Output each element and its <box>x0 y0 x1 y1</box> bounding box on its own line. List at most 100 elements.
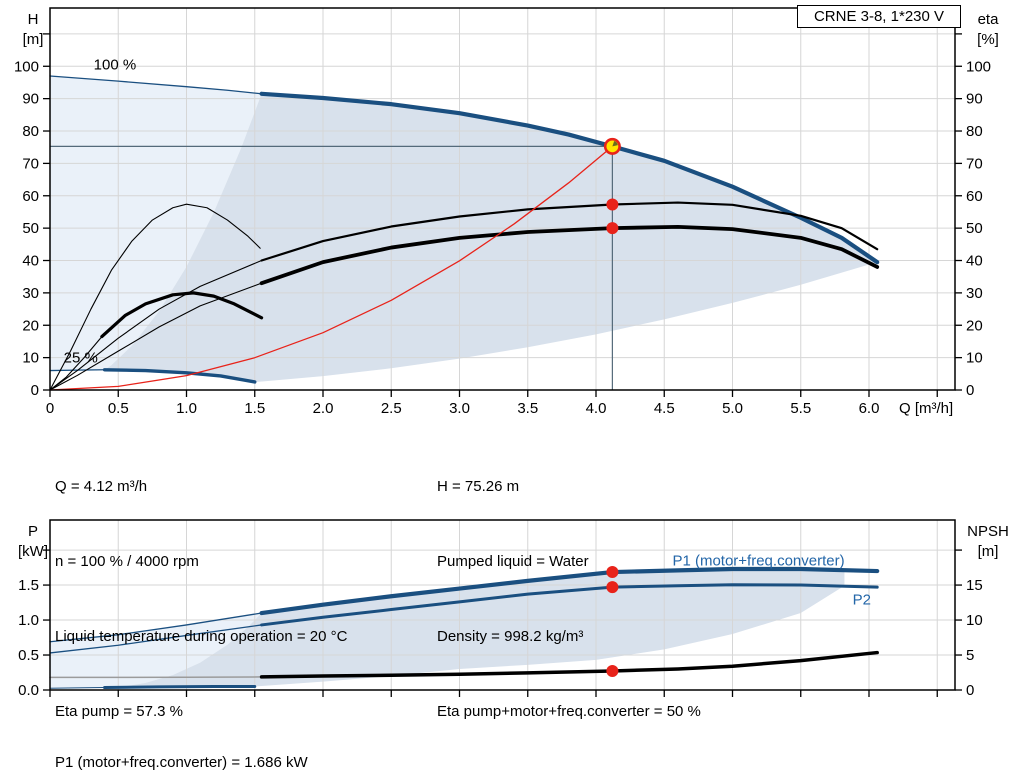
y-left-tick-label: 1.5 <box>18 577 39 594</box>
y-right-tick-label: 60 <box>966 188 983 205</box>
y-right-tick-label: 20 <box>966 317 983 334</box>
y-right-axis-label: eta <box>978 11 1000 28</box>
p1-curve-label: P1 (motor+freq.converter) <box>672 552 844 569</box>
eta-total-min-speed-lead-curve <box>49 336 103 391</box>
y-left-tick-label: 0.0 <box>18 682 39 699</box>
y-right-tick-label: 50 <box>966 220 983 237</box>
p-min-speed-lead-curve <box>49 687 106 689</box>
info-line-eta-pump: Eta pump = 57.3 % <box>55 703 183 720</box>
x-tick-label: 3.0 <box>449 400 470 417</box>
x-axis-title: Q [m³/h] <box>899 400 953 417</box>
x-tick-label: 1.5 <box>244 400 265 417</box>
y-right-tick-label: 5 <box>966 647 974 664</box>
y-left-tick-label: 90 <box>22 91 39 108</box>
y-left-tick-label: 1.0 <box>18 612 39 629</box>
y-left-axis-label: [kW] <box>18 543 48 560</box>
y-left-tick-label: 10 <box>22 350 39 367</box>
p2-curve <box>260 583 879 627</box>
info-line-p1: P1 (motor+freq.converter) = 1.686 kW <box>55 754 308 771</box>
y-left-tick-label: 100 <box>14 58 39 75</box>
y-right-tick-label: 90 <box>966 91 983 108</box>
x-tick-label: 5.5 <box>790 400 811 417</box>
y-left-tick-label: 50 <box>22 220 39 237</box>
npsh-point-marker <box>606 664 619 677</box>
y-right-tick-label: 0 <box>966 682 974 699</box>
p-min-speed-curve <box>103 685 257 690</box>
y-right-tick-label: 10 <box>966 612 983 629</box>
eta-total-min-speed-curve <box>100 291 264 339</box>
x-tick-label: 1.0 <box>176 400 197 417</box>
y-right-tick-label: 70 <box>966 155 983 172</box>
power-npsh-chart: 0.0 0.5 1.0 1.5 0 5 10 15 P [kW] NPSH [m] P1 (motor+… <box>18 519 1009 699</box>
y-right-tick-label: 100 <box>966 58 991 75</box>
info-line-speed: n = 100 % / 4000 rpm <box>55 553 199 570</box>
y-left-tick-label: 80 <box>22 123 39 140</box>
y-left-tick-label: 30 <box>22 285 39 302</box>
plot-frame <box>49 519 956 691</box>
y-left-tick-label: 0 <box>31 382 39 399</box>
x-tick-label: 4.5 <box>654 400 675 417</box>
envelope-light-region <box>50 75 262 371</box>
y-right-tick-label: 80 <box>966 123 983 140</box>
x-tick-label: 5.0 <box>722 400 743 417</box>
p2-lead-curve <box>49 624 263 654</box>
y-left-axis-label: H <box>28 11 39 28</box>
info-line-head: H = 75.26 m <box>437 478 520 495</box>
power-info: P1 (motor+freq.converter) = 1.686 kW P2 … <box>55 700 308 781</box>
p2-curve-label: P2 <box>853 592 871 609</box>
y-right-tick-label: 10 <box>966 350 983 367</box>
eta-pump-point-marker <box>606 198 619 211</box>
y-left-tick-label: 0.5 <box>18 647 39 664</box>
x-tick-label: 2.0 <box>313 400 334 417</box>
x-tick-label: 0 <box>46 400 54 417</box>
p1-lead-curve <box>49 612 263 643</box>
speed-label-100: 100 % <box>94 57 137 74</box>
x-tick-label: 3.5 <box>517 400 538 417</box>
y-left-tick-label: 70 <box>22 155 39 172</box>
y-left-tick-label: 40 <box>22 253 39 270</box>
speed-label-25: 25 % <box>64 349 98 366</box>
y-right-tick-label: 30 <box>966 285 983 302</box>
p1-curve <box>259 566 880 616</box>
npsh-curve <box>259 650 879 679</box>
power-envelope-dark-region <box>104 568 845 688</box>
x-tick-label: 2.5 <box>381 400 402 417</box>
y-right-axis-label: NPSH <box>967 523 1009 540</box>
qh-chart: 0 10 20 30 40 50 60 70 80 90 100 0 10 20 30 40 50 60 70 80 9… <box>14 7 1000 417</box>
y-left-tick-label: 20 <box>22 317 39 334</box>
eta-pump-min-speed-curve <box>49 203 261 391</box>
y-left-axis-label: P <box>28 523 38 540</box>
eta-pump-lead-curve <box>49 259 263 391</box>
y-right-axis-label: [m] <box>978 543 999 560</box>
eta-total-lead-curve <box>49 282 263 391</box>
system-curve-curve <box>49 145 614 391</box>
y-right-tick-label: 40 <box>966 253 983 270</box>
info-line-liquid: Pumped liquid = Water <box>437 553 589 570</box>
y-left-tick-label: 60 <box>22 188 39 205</box>
info-line-temperature: Liquid temperature during operation = 20… <box>55 628 348 645</box>
envelope-dark-region <box>104 93 878 383</box>
p2-point-marker <box>606 581 619 594</box>
x-tick-label: 0.5 <box>108 400 129 417</box>
info-line-eta-total: Eta pump+motor+freq.converter = 50 % <box>437 703 701 720</box>
qh-max-speed-lead-curve <box>49 75 263 95</box>
duty-info-right: H = 75.26 m Pumped liquid = Water Densit… <box>437 424 701 774</box>
plot-frame <box>49 7 956 391</box>
x-tick-label: 6.0 <box>859 400 880 417</box>
info-line-flow: Q = 4.12 m³/h <box>55 478 148 495</box>
y-right-axis-label: [%] <box>977 31 999 48</box>
qh-max-speed-curve <box>259 91 880 265</box>
p1-point-marker <box>606 566 619 579</box>
x-tick-label: 4.0 <box>586 400 607 417</box>
qh-min-speed-curve <box>102 368 257 384</box>
duty-info-left: Q = 4.12 m³/h n = 100 % / 4000 rpm Liqui… <box>55 424 347 774</box>
eta-total-point-marker <box>606 222 619 235</box>
y-left-axis-label: [m] <box>23 31 44 48</box>
pump-model-title: CRNE 3-8, 1*230 V <box>797 5 961 28</box>
duty-point-marker <box>603 137 621 155</box>
y-right-tick-label: 15 <box>966 577 983 594</box>
y-right-tick-label: 0 <box>966 382 974 399</box>
info-line-density: Density = 998.2 kg/m³ <box>437 628 584 645</box>
